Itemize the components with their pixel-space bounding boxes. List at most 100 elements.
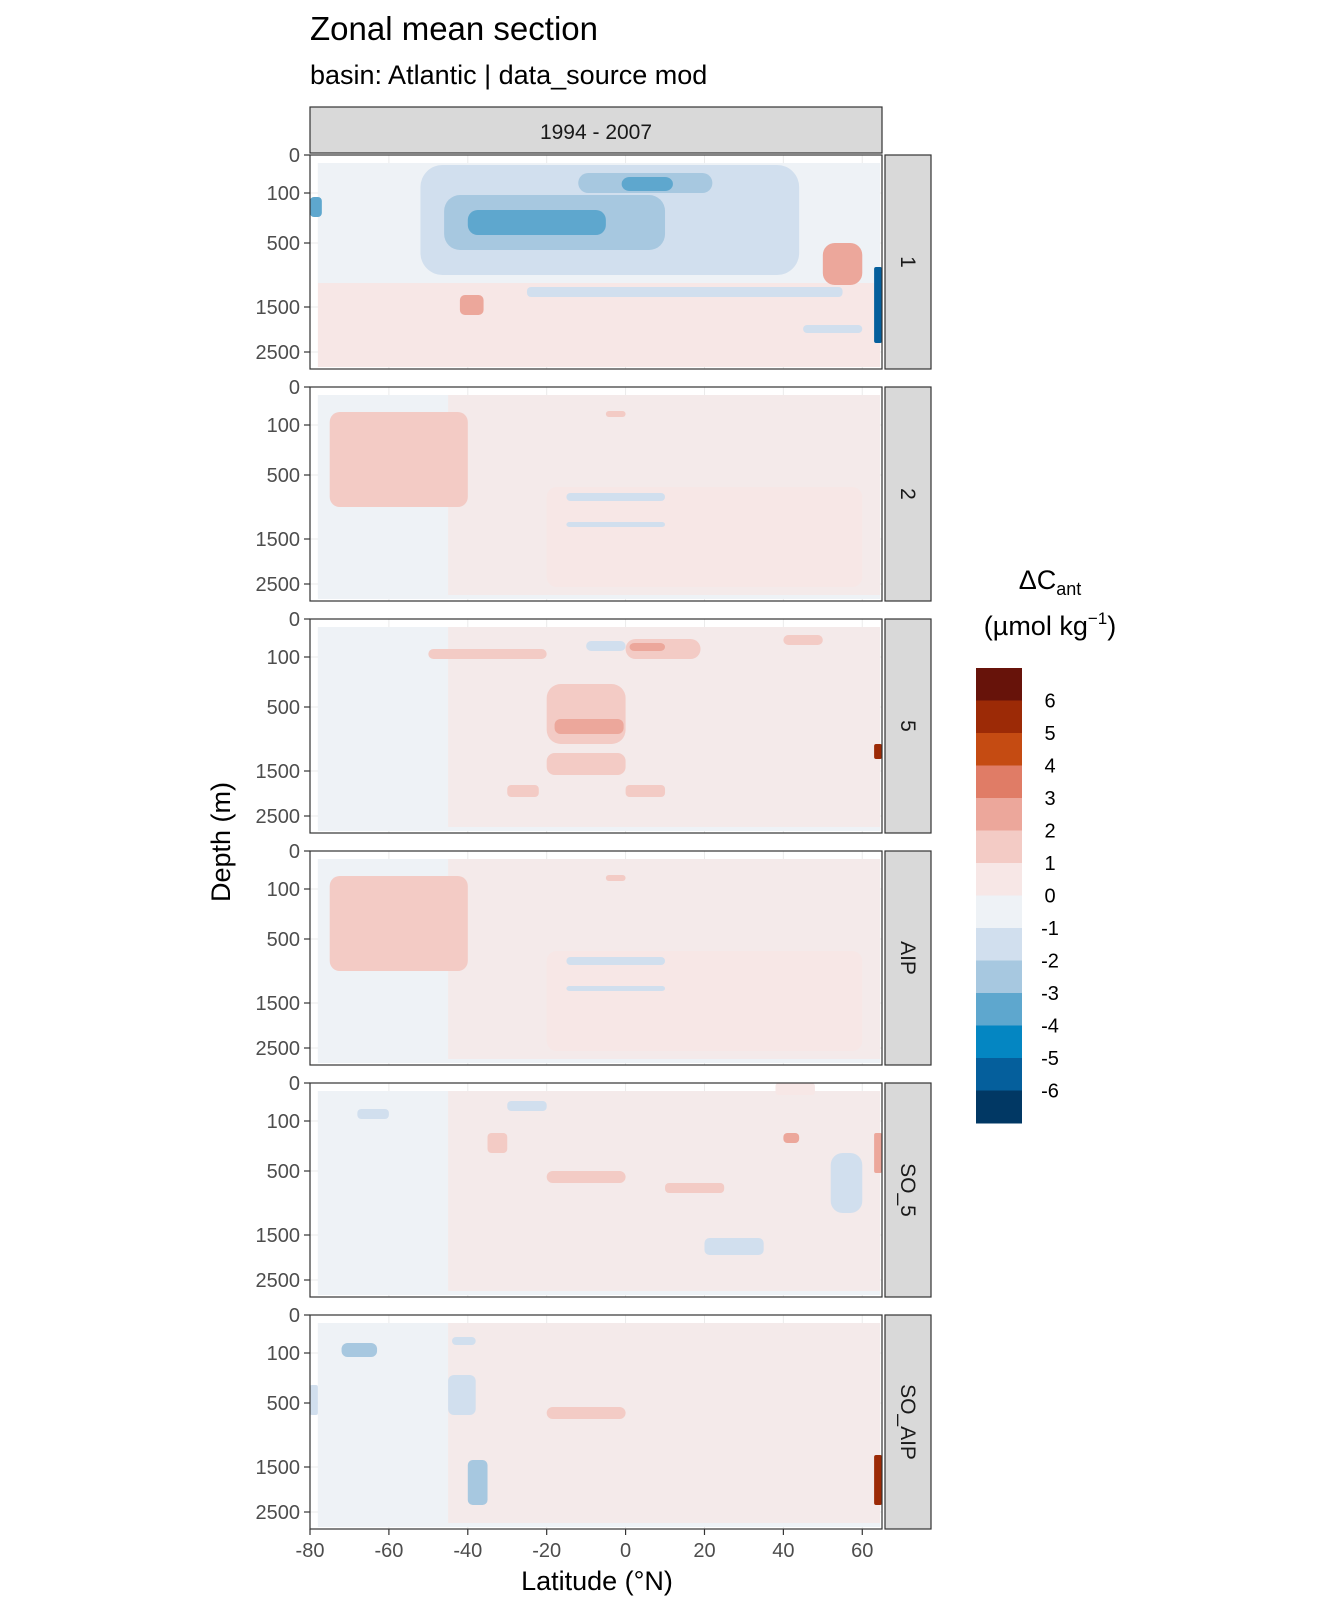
field-contour (467, 1460, 488, 1505)
column-strip-background (309, 106, 883, 154)
legend-swatch (976, 1090, 1022, 1124)
field-southern-band (317, 1323, 449, 1523)
y-tick-label: 100 (267, 1111, 300, 1133)
color-legend: ΔCant (µmol kg−1) 6 5 4 3 2 1 0 -1 -2 -3 -4 -5 -6 (976, 565, 1116, 1124)
field-contour (586, 641, 626, 651)
field-contour (467, 210, 606, 235)
legend-swatch (976, 765, 1022, 799)
legend-swatch (976, 1025, 1022, 1059)
y-tick-label: 500 (267, 697, 300, 719)
y-tick-label: 500 (267, 1161, 300, 1183)
y-tick-label: 100 (267, 1343, 300, 1365)
field-southern-band (317, 1091, 449, 1291)
y-tick-label: 0 (289, 377, 300, 399)
facet-panel-aip: AIP 0 100 500 1500 2500 (256, 841, 932, 1066)
field-positive-band (388, 1091, 881, 1291)
field-contour (452, 1337, 476, 1345)
field-contour (546, 1171, 626, 1183)
field-contour (621, 177, 673, 191)
field-contour (822, 243, 863, 285)
field-contour (625, 785, 666, 797)
legend-title: ΔCant (1019, 565, 1082, 599)
legend-swatch (976, 830, 1022, 864)
field-contour (546, 684, 626, 744)
y-tick-label: 2500 (256, 1270, 301, 1292)
legend-title-main: ΔC (1019, 565, 1057, 595)
legend-swatch (976, 798, 1022, 831)
field-southern-band (317, 627, 449, 827)
panel-border (309, 618, 883, 834)
y-tick-label: 500 (267, 929, 300, 951)
field-contour (507, 785, 539, 797)
row-strip-background (884, 154, 932, 370)
field-contour (566, 522, 666, 527)
legend-unit-prefix: (µmol kg (984, 611, 1088, 641)
panel-border (309, 154, 883, 370)
legend-label: -5 (1041, 1048, 1059, 1070)
row-strip-background (884, 618, 932, 834)
y-tick-label: 100 (267, 879, 300, 901)
legend-label: -6 (1041, 1081, 1059, 1103)
column-strip-label: 1994 - 2007 (540, 121, 652, 144)
x-tick-label: -20 (532, 1540, 561, 1562)
y-tick-label: 100 (267, 415, 300, 437)
row-strip-label: 5 (896, 720, 919, 732)
y-tick-label: 500 (267, 465, 300, 487)
legend-swatch (976, 700, 1022, 734)
field-contour (428, 649, 547, 659)
facet-panel-5: 5 0 100 500 1500 2500 (256, 609, 932, 834)
y-tick-label: 0 (289, 609, 300, 631)
y-tick-label: 100 (267, 183, 300, 205)
legend-swatch (976, 733, 1022, 766)
field-contour (554, 719, 624, 734)
field-contour (546, 951, 863, 1051)
y-tick-label: 1500 (256, 297, 301, 319)
legend-label: -3 (1041, 983, 1059, 1005)
field-contour (329, 876, 468, 971)
x-tick-label: -80 (296, 1540, 325, 1562)
facet-panel-2: 2 0 100 500 1500 2500 (256, 377, 932, 602)
field-contour (874, 1133, 882, 1173)
field-contour (546, 487, 863, 587)
field-contour (459, 295, 484, 315)
row-strip-background (884, 850, 932, 1066)
field-contour (546, 753, 626, 775)
facet-panel-1: 1 0 100 500 1500 2500 (256, 145, 932, 370)
y-tick-label: 2500 (256, 1502, 301, 1524)
legend-swatch (976, 993, 1022, 1026)
legend-label: -2 (1041, 951, 1059, 973)
field-contour (310, 197, 322, 217)
legend-swatch (976, 960, 1022, 994)
field-contour (830, 1153, 863, 1213)
row-strip-label: SO_5 (896, 1163, 919, 1217)
legend-label: 0 (1044, 886, 1055, 908)
field-contour (665, 1183, 725, 1193)
y-tick-label: 1500 (256, 529, 301, 551)
legend-label: 1 (1044, 853, 1055, 875)
legend-unit: (µmol kg−1) (984, 609, 1116, 641)
row-strip-label: SO_AIP (896, 1384, 919, 1460)
y-tick-label: 0 (289, 841, 300, 863)
field-contour (448, 1375, 476, 1415)
y-tick-label: 1500 (256, 1457, 301, 1479)
legend-label: 3 (1044, 788, 1055, 810)
x-axis: -80 -60 -40 -20 0 20 40 60 (296, 1529, 873, 1562)
chart-title: Zonal mean section (310, 10, 598, 47)
y-tick-label: 0 (289, 1073, 300, 1095)
field-contour (775, 1083, 815, 1095)
panel-border (309, 850, 883, 1066)
field-contour (629, 643, 666, 651)
panel-border (309, 386, 883, 602)
field-contour (783, 1133, 800, 1143)
x-tick-label: 0 (620, 1540, 631, 1562)
row-strip-background (884, 1082, 932, 1298)
chart-subtitle: basin: Atlantic | data_source mod (310, 60, 707, 90)
legend-label: 6 (1044, 691, 1055, 713)
facet-panel-so_aip: SO_AIP 0 100 500 1500 2500 (256, 1305, 932, 1530)
y-tick-label: 1500 (256, 993, 301, 1015)
field-contour (874, 267, 882, 343)
row-strip-label: 2 (896, 488, 919, 500)
field-contour (803, 325, 863, 333)
field-contour (566, 957, 666, 965)
field-contour (566, 986, 666, 991)
